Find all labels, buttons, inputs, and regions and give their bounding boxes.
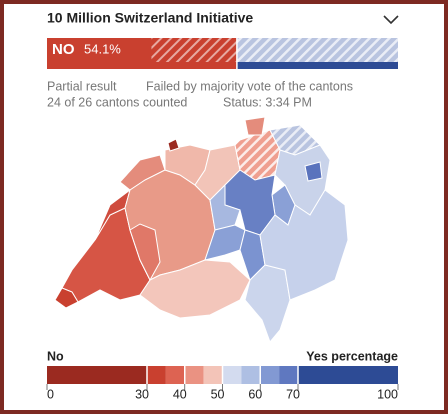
- canton: [244, 116, 266, 136]
- scale-segment: [47, 366, 147, 384]
- result-percent: 54.1%: [84, 41, 121, 56]
- canton: [129, 223, 161, 282]
- scale-segment: [298, 366, 398, 384]
- canton: [167, 138, 180, 152]
- status-text: Failed by majority vote of the cantons: [146, 79, 353, 93]
- status-text: Partial result: [47, 79, 117, 93]
- no-strip: [47, 62, 237, 69]
- legend-left-label: No: [47, 349, 64, 363]
- result-label: NO: [52, 41, 75, 58]
- scale-segment: [241, 366, 261, 384]
- result-bar: NO 54.1%: [47, 38, 398, 69]
- legend-right-label: Yes percentage: [306, 349, 398, 363]
- scale-segment: [260, 366, 280, 384]
- no-bar-solid: [47, 38, 152, 62]
- tick-label: 0: [47, 387, 54, 401]
- tick-label: 40: [173, 387, 187, 401]
- scale-segment: [184, 366, 204, 384]
- tick-label: 100: [377, 387, 398, 401]
- scale-segment: [147, 366, 166, 384]
- tick-label: 50: [211, 387, 225, 401]
- status-text: Status: 3:34 PM: [223, 95, 312, 109]
- scale-segment: [165, 366, 185, 384]
- canton: [259, 189, 349, 301]
- title: 10 Million Switzerland Initiative: [47, 10, 253, 26]
- expand-chevron[interactable]: [383, 15, 399, 25]
- status-text: 24 of 26 cantons counted: [47, 95, 187, 109]
- canton: [54, 287, 79, 309]
- scale-segment: [279, 366, 298, 384]
- canton: [139, 259, 251, 319]
- yes-strip: [236, 62, 398, 69]
- tick-label: 60: [248, 387, 262, 401]
- yes-bar: [236, 38, 398, 62]
- scale-segment: [203, 366, 223, 384]
- canton: [304, 161, 323, 182]
- map: [54, 116, 349, 343]
- color-scale: 0 30 40 50 60 70 100: [46, 366, 399, 401]
- scale-segment: [222, 366, 242, 384]
- tick-label: 30: [135, 387, 149, 401]
- widget: 10 Million Switzerland Initiative NO 54.1…: [46, 10, 399, 401]
- tick-label: 70: [286, 387, 300, 401]
